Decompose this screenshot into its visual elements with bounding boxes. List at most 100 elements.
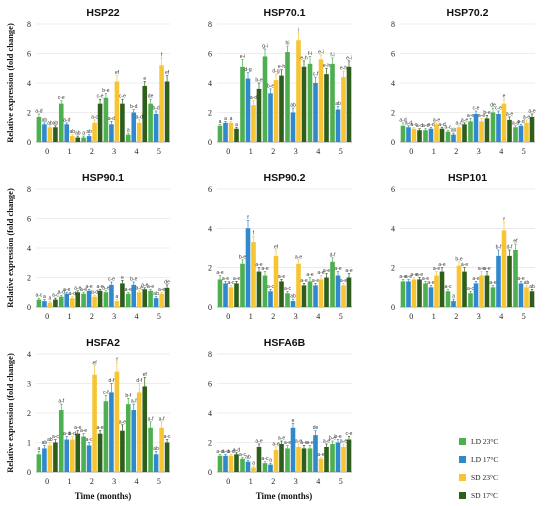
significance-letter: ab (335, 101, 341, 107)
y-tick-label: 8 (27, 20, 31, 29)
bar (341, 77, 346, 142)
bar (313, 83, 318, 142)
bar (114, 371, 120, 472)
bar (47, 127, 53, 142)
y-tick-label: 6 (391, 185, 395, 194)
y-tick-label: 4 (391, 224, 395, 233)
significance-letter: a (219, 119, 222, 125)
significance-letter: c-e (346, 431, 353, 437)
bar (445, 131, 451, 142)
x-tick-label: 1 (249, 147, 253, 156)
bar (296, 446, 301, 472)
legend-item: LD 17°C (459, 452, 498, 466)
bar (97, 290, 103, 307)
x-tick-label: 3 (477, 312, 481, 321)
significance-letter: e-h (278, 64, 285, 70)
bar (217, 279, 223, 307)
significance-letter: a-e (323, 438, 330, 444)
bar (313, 435, 318, 472)
bar (335, 275, 341, 307)
significance-letter: a-c (35, 293, 42, 299)
significance-letter: a-e (295, 438, 302, 444)
significance-letter: b-e (255, 78, 262, 84)
bar (109, 284, 114, 307)
chart-panel: HSP90.202460a-ea-ea-ca-e1b-effa-e2a-ea-c… (208, 172, 353, 321)
significance-letter: g-i (262, 44, 268, 50)
x-tick-label: 3 (112, 147, 116, 156)
y-tick-label: 2 (391, 109, 395, 118)
bar (86, 290, 92, 307)
bar (428, 287, 434, 307)
y-tick-label: 0 (27, 303, 31, 312)
x-tick-label: 2 (271, 477, 275, 486)
significance-letter: a (82, 131, 85, 137)
bar (406, 281, 411, 307)
bar (251, 467, 256, 472)
bar (136, 122, 142, 142)
bar (217, 125, 223, 142)
significance-letter: a-e (517, 276, 524, 282)
y-tick-label: 2 (27, 274, 31, 283)
significance-letter: a-c (267, 284, 274, 290)
significance-letter: d-g (272, 69, 279, 75)
y-tick-label: 0 (208, 303, 212, 312)
y-tick-label: 8 (208, 350, 212, 359)
x-tick-label: 1 (249, 477, 253, 486)
chart-title: HSP22 (86, 7, 119, 19)
y-tick-label: 3 (27, 380, 31, 389)
bar (86, 445, 92, 472)
bar (268, 93, 273, 142)
significance-letter: a-e (433, 266, 440, 272)
significance-letter: a-e (323, 268, 330, 274)
significance-letter: a-e (74, 285, 81, 291)
significance-letter: e-h (300, 55, 307, 61)
bar (228, 122, 234, 142)
x-tick-label: 4 (135, 312, 139, 321)
bar (142, 386, 148, 472)
y-tick-label: 4 (27, 350, 31, 359)
significance-letter: f (247, 215, 249, 221)
significance-letter: a-e (478, 266, 485, 272)
bar (136, 292, 142, 307)
x-tick-label: 5 (157, 147, 161, 156)
bar (346, 439, 352, 472)
legend-swatch (459, 437, 466, 445)
significance-letter: a-e (119, 419, 126, 425)
bar (81, 436, 86, 472)
significance-letter: ef (115, 70, 120, 76)
bar (479, 121, 484, 142)
significance-letter: a-e (317, 270, 324, 276)
bar (256, 88, 262, 142)
bar (36, 454, 42, 472)
bar (456, 127, 462, 142)
bar (496, 113, 501, 142)
significance-letter: a-e (489, 280, 496, 286)
legend-label: SD 23°C (471, 472, 498, 482)
bar (513, 127, 518, 142)
bar (120, 283, 125, 307)
bar (114, 81, 120, 142)
bar (53, 442, 58, 472)
bar (148, 427, 153, 472)
significance-letter: a-c (467, 286, 474, 292)
significance-letter: a-e (216, 270, 223, 276)
significance-letter: d-g (244, 67, 251, 73)
bar (42, 124, 47, 142)
significance-letter: a-c (456, 120, 463, 126)
bar (131, 410, 137, 472)
bar (307, 63, 313, 143)
significance-letter: b-e (483, 110, 490, 116)
bar (524, 122, 529, 142)
significance-letter: e-i (346, 55, 352, 61)
significance-letter: a-e (467, 113, 474, 119)
bar (439, 271, 445, 307)
significance-letter: a-e (63, 287, 70, 293)
x-tick-label: 2 (454, 147, 458, 156)
y-tick-label: 8 (27, 185, 31, 194)
significance-letter: b-e (334, 434, 341, 440)
significance-letter: ab (47, 437, 53, 443)
bar (262, 56, 268, 143)
